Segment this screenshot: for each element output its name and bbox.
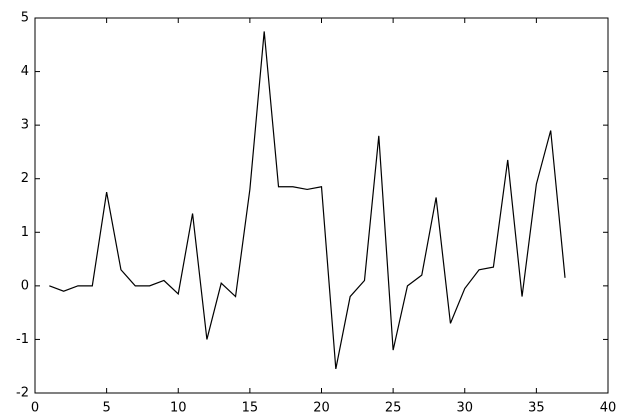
x-tick-label: 40: [600, 401, 617, 416]
x-tick-label: 25: [385, 401, 402, 416]
x-tick-label: 20: [313, 401, 330, 416]
x-tick-label: 0: [31, 401, 39, 416]
plot-box: [34, 17, 609, 394]
y-tick-label: 3: [21, 118, 29, 133]
data-line: [49, 31, 566, 370]
y-tick-label: 4: [21, 64, 29, 79]
x-tick-label: 30: [456, 401, 473, 416]
x-tick-label: 15: [242, 401, 259, 416]
y-tick-label: -2: [16, 386, 29, 401]
y-tick-label: 2: [21, 171, 29, 186]
x-tick-label: 10: [170, 401, 187, 416]
y-tick-label: -1: [16, 332, 29, 347]
y-tick-label: 5: [21, 11, 29, 26]
x-tick-label: 5: [102, 401, 110, 416]
y-tick-label: 0: [21, 278, 29, 293]
x-tick-label: 35: [528, 401, 545, 416]
y-tick-label: 1: [21, 225, 29, 240]
